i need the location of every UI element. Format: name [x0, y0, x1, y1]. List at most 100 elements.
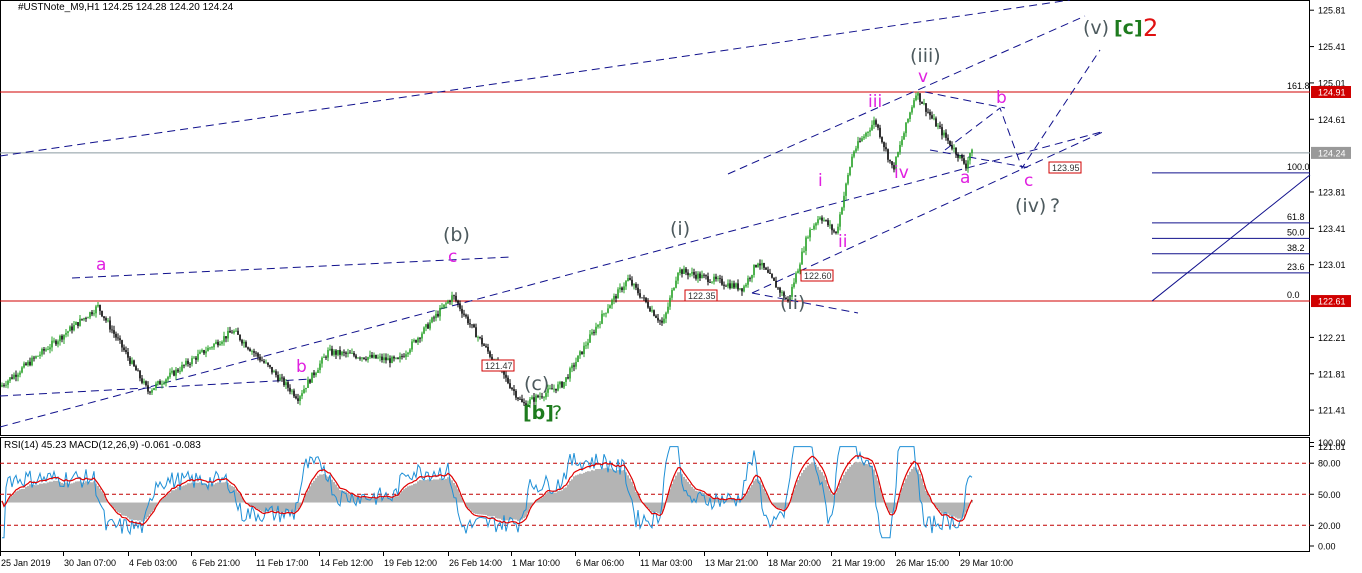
macd-histogram-bar — [189, 483, 191, 503]
candle-body — [183, 364, 185, 366]
candle-body — [57, 341, 59, 345]
candle-body — [783, 292, 785, 298]
macd-histogram-bar — [147, 502, 149, 518]
macd-histogram-bar — [469, 502, 471, 510]
wave-label-iii-paren: (iii) — [910, 45, 941, 67]
candle-body — [39, 354, 41, 356]
macd-histogram-bar — [187, 483, 189, 503]
candle-body — [885, 147, 887, 150]
macd-histogram-bar — [749, 487, 751, 503]
candle-body — [835, 231, 837, 233]
candle-body — [553, 388, 555, 390]
candle-body — [291, 390, 293, 392]
macd-histogram-bar — [863, 463, 865, 503]
fib-diagonal-line — [1151, 174, 1311, 302]
macd-histogram-bar — [489, 502, 491, 517]
macd-histogram-bar — [927, 494, 929, 503]
macd-histogram-bar — [289, 502, 291, 512]
macd-histogram-bar — [523, 502, 525, 519]
macd-histogram-bar — [395, 496, 397, 503]
macd-histogram-bar — [225, 481, 227, 503]
candle-body — [95, 306, 97, 314]
candle-body — [403, 356, 405, 358]
candle-body — [229, 330, 231, 333]
candle-body — [205, 351, 207, 354]
candle-body — [245, 342, 247, 348]
candle-body — [303, 389, 305, 394]
price-tag-label: 124.91 — [1318, 88, 1346, 98]
macd-histogram-bar — [183, 485, 185, 503]
macd-histogram-bar — [251, 502, 253, 506]
macd-histogram-bar — [429, 479, 431, 503]
macd-histogram-bar — [383, 497, 385, 503]
macd-histogram-bar — [559, 491, 561, 503]
macd-histogram-bar — [497, 502, 499, 519]
candle-body — [929, 112, 931, 116]
macd-histogram-bar — [431, 480, 433, 503]
candle-body — [937, 125, 939, 127]
macd-histogram-bar — [521, 502, 523, 520]
candle-body — [161, 383, 163, 385]
candle-body — [135, 366, 137, 371]
macd-histogram-bar — [21, 488, 23, 503]
candle-body — [187, 360, 189, 364]
macd-histogram-bar — [221, 482, 223, 503]
candle-body — [393, 356, 395, 359]
candle-body — [301, 393, 303, 397]
macd-histogram-bar — [177, 487, 179, 503]
candle-body — [463, 313, 465, 315]
candle-body — [281, 377, 283, 379]
candle-body — [513, 389, 515, 391]
candle-body — [133, 360, 135, 367]
candle-body — [33, 357, 35, 359]
candle-body — [823, 220, 825, 221]
macd-histogram-bar — [579, 473, 581, 503]
macd-histogram-bar — [831, 493, 833, 503]
macd-histogram-bar — [59, 481, 61, 503]
candle-body — [197, 353, 199, 360]
macd-histogram-bar — [663, 502, 665, 508]
macd-histogram-bar — [703, 492, 705, 503]
macd-histogram-bar — [105, 498, 107, 503]
candle-body — [801, 251, 803, 265]
candle-body — [217, 341, 219, 346]
candle-body — [799, 264, 801, 271]
candle-body — [191, 358, 193, 365]
candle-body — [549, 388, 551, 390]
macd-histogram-bar — [117, 502, 119, 513]
candle-body — [777, 287, 779, 289]
candle-body — [535, 395, 537, 402]
macd-histogram-bar — [81, 482, 83, 503]
macd-histogram-bar — [693, 488, 695, 503]
candle-body — [273, 371, 275, 373]
candle-body — [267, 362, 269, 366]
macd-histogram-bar — [857, 462, 859, 503]
macd-histogram-bar — [589, 471, 591, 503]
macd-histogram-bar — [891, 502, 893, 514]
candle-body — [391, 356, 393, 363]
macd-histogram-bar — [705, 494, 707, 503]
macd-histogram-bar — [263, 502, 265, 513]
candle-body — [407, 352, 409, 355]
macd-histogram-bar — [941, 502, 943, 514]
candle-body — [649, 307, 651, 312]
macd-histogram-bar — [681, 474, 683, 503]
macd-histogram-bar — [633, 486, 635, 503]
candle-body — [451, 295, 453, 302]
candle-body — [943, 132, 945, 136]
candle-body — [139, 370, 141, 379]
candle-body — [211, 347, 213, 349]
candle-body — [429, 322, 431, 329]
macd-histogram-bar — [961, 502, 963, 519]
macd-histogram-bar — [879, 487, 881, 503]
macd-histogram-bar — [531, 502, 533, 506]
candle-body — [511, 387, 513, 390]
time-axis-label: 4 Feb 03:00 — [129, 558, 177, 568]
candle-body — [63, 334, 65, 340]
candle-body — [953, 147, 955, 149]
macd-histogram-bar — [823, 475, 825, 503]
candle-body — [23, 363, 25, 368]
candle-body — [527, 403, 529, 407]
macd-histogram-bar — [27, 485, 29, 503]
